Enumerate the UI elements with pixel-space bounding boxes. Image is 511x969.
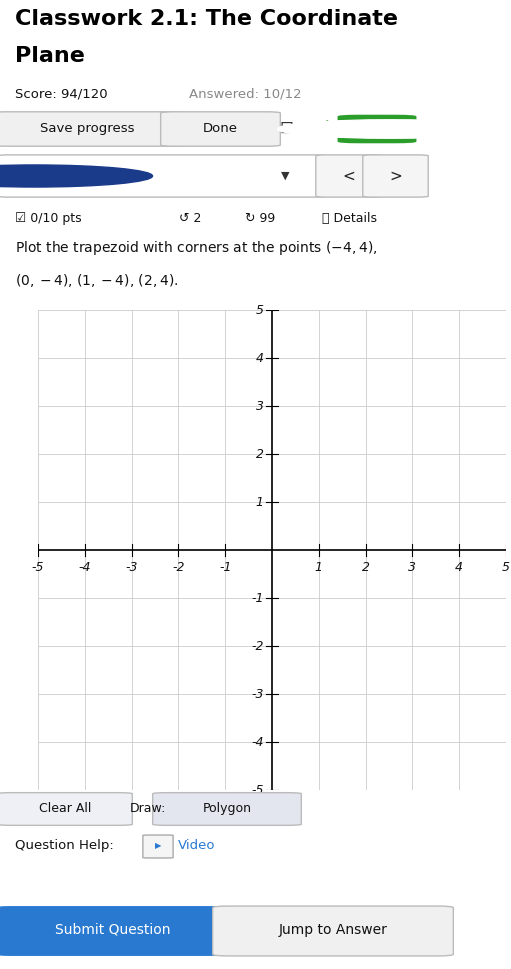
Text: Classwork 2.1: The Coordinate: Classwork 2.1: The Coordinate xyxy=(15,10,399,29)
FancyBboxPatch shape xyxy=(0,906,230,956)
FancyBboxPatch shape xyxy=(213,906,453,956)
Text: 5: 5 xyxy=(502,560,510,574)
Text: ▼: ▼ xyxy=(281,171,289,181)
Text: >: > xyxy=(389,169,402,183)
Text: Plane: Plane xyxy=(15,47,85,67)
Text: √0: √0 xyxy=(318,121,338,136)
FancyBboxPatch shape xyxy=(0,111,182,146)
Text: Done: Done xyxy=(202,122,238,135)
FancyBboxPatch shape xyxy=(316,155,381,197)
Text: Clear All: Clear All xyxy=(39,801,91,815)
Text: -2: -2 xyxy=(172,560,184,574)
Text: 2: 2 xyxy=(256,448,264,460)
Text: $(0, -4)$, $(1, -4)$, $(2, 4)$.: $(0, -4)$, $(1, -4)$, $(2, 4)$. xyxy=(15,272,179,289)
Text: ▶: ▶ xyxy=(155,841,161,850)
Text: -5: -5 xyxy=(32,560,44,574)
Text: Video: Video xyxy=(178,839,216,853)
Text: Polygon: Polygon xyxy=(202,801,251,815)
Text: <: < xyxy=(342,169,355,183)
Text: Answered: 10/12: Answered: 10/12 xyxy=(189,87,301,100)
Text: 1: 1 xyxy=(256,495,264,509)
Text: 1: 1 xyxy=(315,560,323,574)
Text: ⓘ Details: ⓘ Details xyxy=(322,212,377,225)
Text: 2: 2 xyxy=(362,560,369,574)
Text: 5: 5 xyxy=(256,303,264,317)
Text: Draw:: Draw: xyxy=(130,801,167,815)
Text: Question Help:: Question Help: xyxy=(15,839,114,853)
Text: 4: 4 xyxy=(455,560,463,574)
Text: -3: -3 xyxy=(251,687,264,701)
Text: -1: -1 xyxy=(219,560,231,574)
Circle shape xyxy=(0,165,152,187)
FancyBboxPatch shape xyxy=(0,793,132,826)
Text: ↻ 99: ↻ 99 xyxy=(245,212,275,225)
Text: Jump to Answer: Jump to Answer xyxy=(278,922,387,937)
Text: -4: -4 xyxy=(251,735,264,748)
Text: 3: 3 xyxy=(408,560,416,574)
Text: -5: -5 xyxy=(251,784,264,797)
Text: Plot the trapezoid with corners at the points $(-4, 4)$,: Plot the trapezoid with corners at the p… xyxy=(15,239,378,257)
Text: 4: 4 xyxy=(256,352,264,364)
Text: ⊟: ⊟ xyxy=(279,119,293,138)
FancyBboxPatch shape xyxy=(160,111,281,146)
FancyBboxPatch shape xyxy=(363,155,428,197)
FancyBboxPatch shape xyxy=(338,114,416,143)
FancyBboxPatch shape xyxy=(143,835,173,858)
Text: Score: 94/120: Score: 94/120 xyxy=(15,87,108,100)
Text: ☑ 0/10 pts: ☑ 0/10 pts xyxy=(15,212,82,225)
FancyBboxPatch shape xyxy=(153,793,301,826)
Text: Submit Question: Submit Question xyxy=(55,922,171,937)
Text: -4: -4 xyxy=(79,560,91,574)
Text: Question 11: Question 11 xyxy=(58,169,142,183)
Circle shape xyxy=(277,120,502,139)
Text: -2: -2 xyxy=(251,640,264,652)
Text: Save progress: Save progress xyxy=(40,122,134,135)
FancyBboxPatch shape xyxy=(0,155,325,197)
Text: -3: -3 xyxy=(125,560,138,574)
Text: 3: 3 xyxy=(256,399,264,413)
Text: -1: -1 xyxy=(251,591,264,605)
Text: ↺ 2: ↺ 2 xyxy=(179,212,201,225)
